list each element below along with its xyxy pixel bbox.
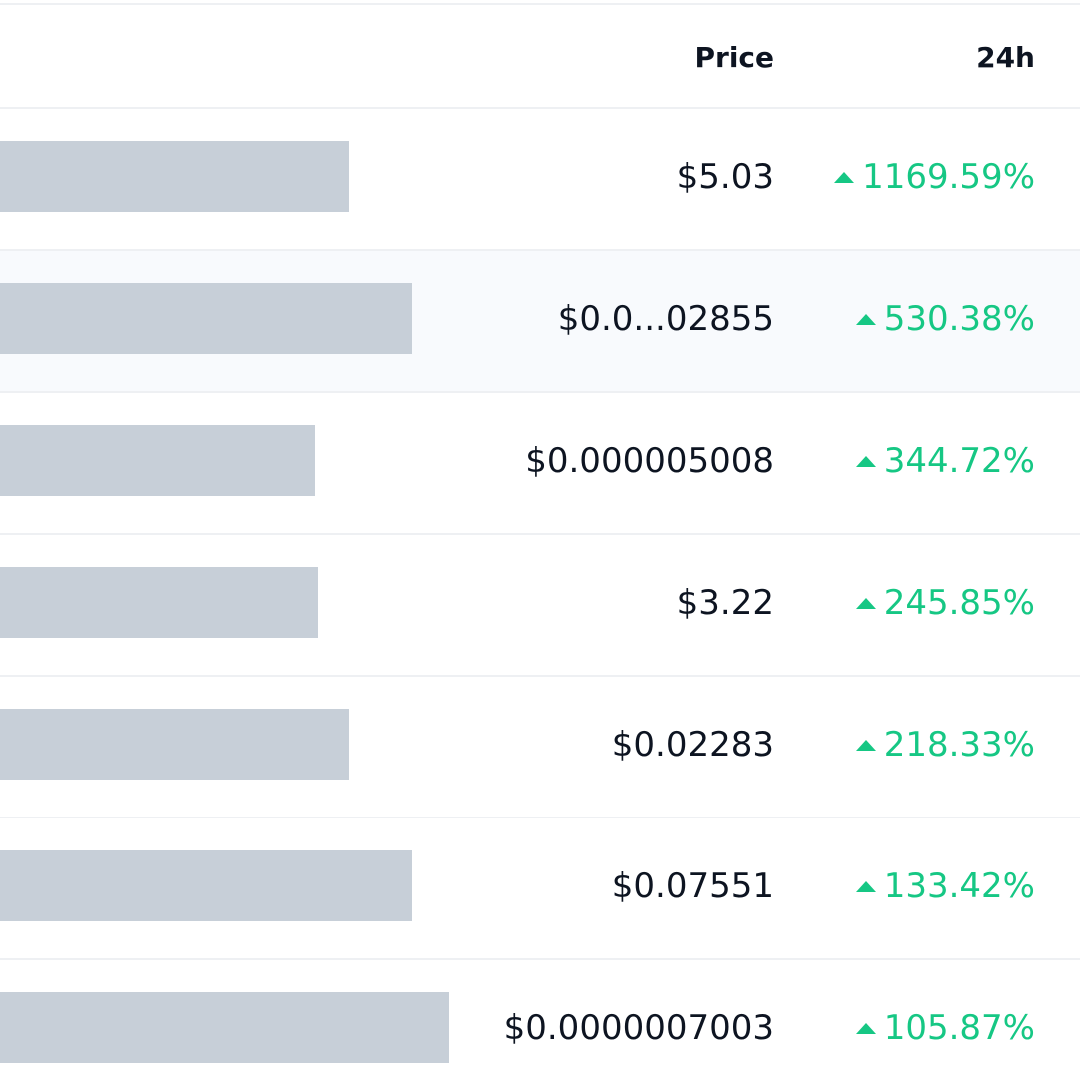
redacted-asset-name [0, 850, 412, 921]
change-24h-text: 344.72% [883, 441, 1035, 481]
change-24h-value: 530.38% [855, 299, 1035, 339]
redacted-asset-name [0, 141, 349, 212]
caret-up-icon [855, 455, 876, 467]
change-24h-text: 105.87% [883, 1008, 1035, 1048]
change-24h-text: 133.42% [883, 866, 1035, 906]
table-row[interactable]: $0.0...02855 530.38% [0, 251, 1080, 393]
price-value: $5.03 [676, 157, 774, 197]
change-24h-value: 245.85% [855, 583, 1035, 623]
caret-up-icon [834, 171, 855, 183]
price-column-header[interactable]: Price [694, 41, 774, 74]
redacted-asset-name [0, 283, 412, 354]
change-24h-value: 105.87% [855, 1008, 1035, 1048]
redacted-asset-name [0, 425, 315, 496]
caret-up-icon [855, 1022, 876, 1034]
table-row[interactable]: $0.02283 218.33% [0, 677, 1080, 819]
price-value: $0.0...02855 [557, 299, 774, 339]
change-24h-value: 344.72% [855, 441, 1035, 481]
caret-up-icon [855, 313, 876, 325]
table-row[interactable]: $0.000005008 344.72% [0, 393, 1080, 535]
table-top-border [0, 3, 1080, 5]
table-row[interactable]: $0.07551 133.42% [0, 818, 1080, 960]
table-header: Price 24h [0, 5, 1080, 109]
change-24h-value: 218.33% [855, 725, 1035, 765]
change-24h-text: 1169.59% [862, 157, 1035, 197]
change-24h-text: 218.33% [883, 725, 1035, 765]
redacted-asset-name [0, 709, 349, 780]
price-value: $3.22 [676, 583, 774, 623]
table-row[interactable]: $0.0000007003 105.87% [0, 960, 1080, 1080]
caret-up-icon [855, 880, 876, 892]
change-24h-text: 245.85% [883, 583, 1035, 623]
caret-up-icon [855, 739, 876, 751]
caret-up-icon [855, 597, 876, 609]
price-value: $0.000005008 [525, 441, 774, 481]
table-row[interactable]: $5.03 1169.59% [0, 109, 1080, 251]
change-24h-value: 133.42% [855, 866, 1035, 906]
change-24h-value: 1169.59% [834, 157, 1035, 197]
change-24h-column-header[interactable]: 24h [976, 41, 1035, 74]
price-value: $0.02283 [611, 725, 774, 765]
redacted-asset-name [0, 992, 449, 1063]
price-value: $0.07551 [611, 866, 774, 906]
table-row[interactable]: $3.22 245.85% [0, 535, 1080, 677]
redacted-asset-name [0, 567, 318, 638]
change-24h-text: 530.38% [883, 299, 1035, 339]
price-value: $0.0000007003 [503, 1008, 774, 1048]
